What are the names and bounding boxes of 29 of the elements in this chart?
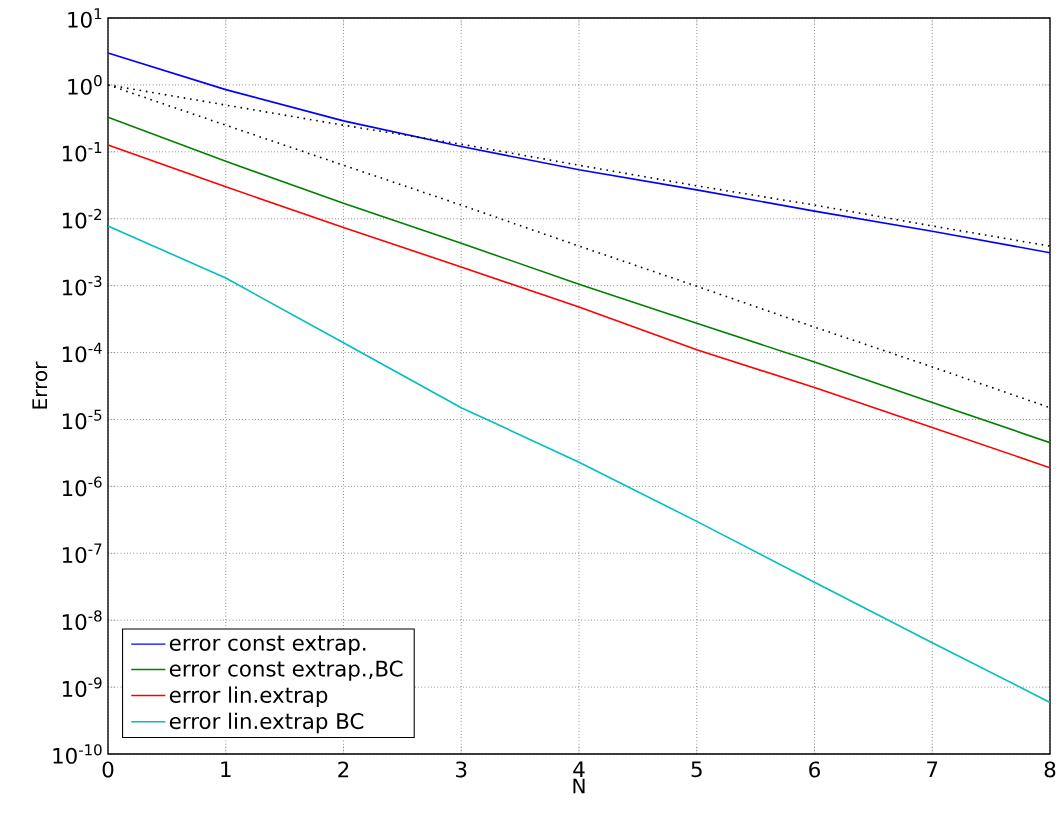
y-tick-label: 10$^{1}$ — [68, 8, 102, 28]
y-tick-label: 10$^{-2}$ — [62, 208, 102, 229]
y-tick-label: 10$^{-6}$ — [62, 476, 102, 497]
y-tick-label: 10$^{-4}$ — [62, 342, 102, 363]
y-axis-title: Error — [32, 361, 48, 409]
y-tick-label: 10$^{-10}$ — [53, 744, 102, 764]
y-tick-label: 10$^{-8}$ — [62, 610, 102, 631]
x-tick-label: 5 — [691, 761, 702, 778]
x-tick-label: 7 — [927, 761, 938, 777]
line-series — [108, 144, 1050, 469]
x-tick-label: 1 — [221, 761, 231, 777]
x-tick-label: 2 — [338, 761, 349, 778]
x-axis-title: N — [573, 778, 585, 794]
legend-label: error lin.extrap — [169, 686, 328, 708]
line-series — [108, 116, 1050, 444]
y-tick-label: 10$^{-1}$ — [62, 142, 102, 162]
legend-label: error const extrap. — [169, 635, 366, 656]
y-tick-label: 10$^{-9}$ — [62, 677, 102, 697]
x-tick-label: 3 — [456, 761, 467, 778]
x-tick-label: 8 — [1044, 761, 1056, 778]
y-tick-label: 10$^{-3}$ — [62, 275, 102, 296]
legend-label: error lin.extrap BC — [169, 712, 364, 734]
y-tick-label: 10$^{-5}$ — [62, 409, 102, 430]
x-tick-label: 6 — [809, 761, 820, 778]
legend-label: error const extrap.,BC — [169, 660, 403, 681]
y-tick-label: 10$^{-7}$ — [62, 543, 102, 564]
x-tick-label: 4 — [573, 761, 585, 777]
x-tick-label: 0 — [102, 761, 114, 778]
y-tick-label: 10$^{0}$ — [68, 75, 102, 95]
